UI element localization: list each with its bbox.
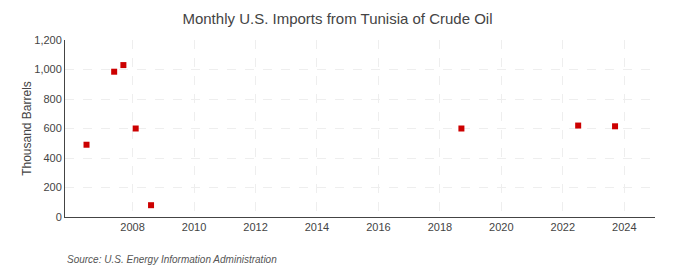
svg-text:1,200: 1,200 [34, 34, 62, 46]
svg-text:200: 200 [43, 181, 61, 193]
svg-text:2012: 2012 [243, 221, 267, 233]
svg-text:2010: 2010 [182, 221, 206, 233]
svg-text:1,000: 1,000 [34, 63, 62, 75]
svg-text:2008: 2008 [120, 221, 144, 233]
svg-text:Source: U.S. Energy Informatio: Source: U.S. Energy Information Administ… [67, 254, 277, 265]
svg-text:Monthly U.S. Imports from Tuni: Monthly U.S. Imports from Tunisia of Cru… [182, 10, 492, 27]
svg-text:600: 600 [43, 122, 61, 134]
svg-text:0: 0 [56, 211, 62, 223]
svg-text:2020: 2020 [489, 221, 513, 233]
svg-text:2016: 2016 [366, 221, 390, 233]
svg-text:2024: 2024 [612, 221, 636, 233]
svg-text:2014: 2014 [305, 221, 329, 233]
svg-text:2022: 2022 [551, 221, 575, 233]
svg-text:2018: 2018 [428, 221, 452, 233]
svg-text:800: 800 [43, 93, 61, 105]
svg-text:Thousand Barrels: Thousand Barrels [20, 81, 34, 176]
svg-text:400: 400 [43, 152, 61, 164]
